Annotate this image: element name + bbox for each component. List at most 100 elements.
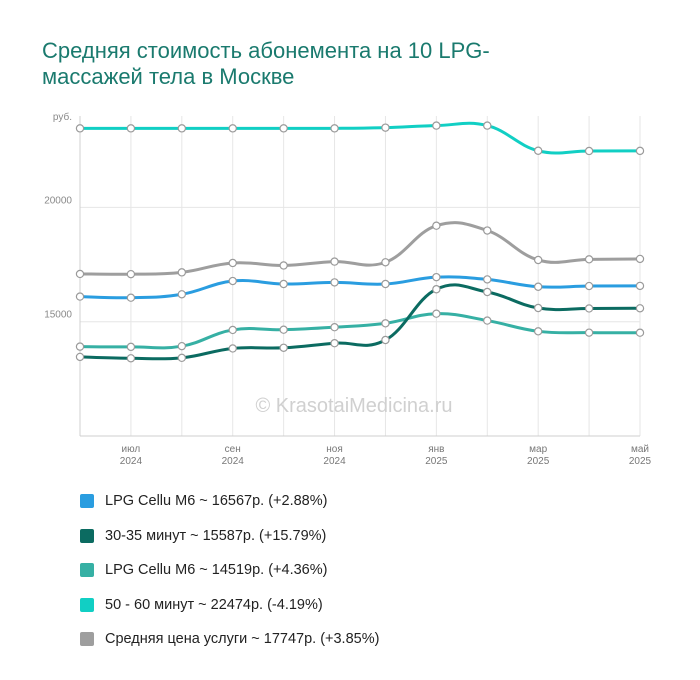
data-point (75, 124, 85, 133)
x-tick-month: мар (529, 444, 547, 455)
data-point (279, 343, 288, 352)
legend-swatch (80, 563, 94, 578)
data-point (126, 124, 136, 133)
data-point (432, 309, 441, 318)
data-point (177, 290, 187, 299)
grid-lines (79, 116, 641, 436)
data-point (228, 325, 237, 335)
legend-item: LPG Cellu M6 ~ 16567р. (+2.88%) (80, 484, 379, 519)
data-point (177, 268, 187, 277)
data-point (381, 123, 390, 132)
x-tick-year: 2025 (425, 456, 448, 467)
data-point (228, 276, 237, 286)
data-point (635, 254, 645, 264)
data-point (432, 272, 441, 282)
data-point (75, 269, 85, 279)
series-line (78, 275, 642, 300)
data-point (279, 124, 288, 133)
y-axis-label: руб. (53, 111, 72, 123)
data-point (75, 292, 85, 301)
data-point (126, 342, 136, 352)
data-point (432, 285, 441, 294)
data-point (584, 328, 594, 337)
chart-title: Средняя стоимость абонемента на 10 LPG-м… (42, 38, 490, 89)
x-tick-year: 2025 (527, 456, 550, 467)
data-point (330, 339, 339, 348)
legend-swatch (80, 632, 94, 647)
data-point (533, 282, 543, 291)
watermark-text: © KrasotaiMedicina.ru (255, 395, 452, 417)
data-point (533, 327, 543, 336)
data-point (330, 124, 339, 133)
data-point (483, 287, 492, 297)
legend: LPG Cellu M6 ~ 16567р. (+2.88%) 30-35 мин… (80, 484, 379, 657)
legend-item: Средняя цена услуги ~ 17747р. (+3.85%) (80, 622, 379, 657)
y-tick-label: 15000 (44, 310, 72, 321)
series-lines (78, 121, 642, 361)
data-point (381, 319, 390, 328)
series-line (78, 312, 642, 350)
legend-swatch (80, 494, 94, 509)
legend-label: 30-35 минут ~ 15587р. (+15.79%) (105, 527, 327, 544)
data-point (483, 316, 492, 325)
data-point (126, 293, 136, 302)
data-point (126, 269, 136, 279)
data-point (381, 258, 390, 267)
legend-item: LPG Cellu M6 ~ 14519р. (+4.36%) (80, 553, 379, 588)
legend-item: 50 - 60 минут ~ 22474р. (-4.19%) (80, 588, 379, 623)
data-point (432, 121, 441, 130)
data-point (228, 258, 237, 268)
legend-swatch (80, 597, 94, 612)
x-tick-month: июл (122, 444, 141, 455)
data-point (533, 303, 543, 313)
data-point (483, 275, 492, 284)
data-point (177, 341, 187, 351)
data-point (533, 255, 543, 265)
data-point (279, 325, 288, 334)
data-point (126, 354, 136, 363)
x-tick-month: сен (225, 444, 241, 455)
x-tick-year: 2024 (222, 456, 245, 467)
data-point (330, 257, 339, 266)
data-point (584, 304, 594, 313)
legend-label: 50 - 60 минут ~ 22474р. (-4.19%) (105, 596, 323, 613)
axes: 2000015000руб.июл2024сен2024ноя2024янв20… (44, 111, 651, 467)
data-point (330, 323, 339, 332)
data-point (584, 255, 594, 264)
series-line (78, 121, 642, 155)
series-points (75, 121, 645, 363)
x-tick-month: ноя (326, 444, 343, 455)
series-line (78, 221, 642, 276)
data-point (483, 121, 492, 130)
x-tick-year: 2025 (629, 456, 652, 467)
legend-item: 30-35 минут ~ 15587р. (+15.79%) (80, 519, 379, 554)
data-point (432, 221, 441, 230)
x-tick-month: май (631, 444, 649, 455)
data-point (177, 353, 187, 363)
legend-label: LPG Cellu M6 ~ 14519р. (+4.36%) (105, 562, 328, 579)
data-point (228, 124, 237, 133)
data-point (584, 146, 594, 156)
data-point (533, 146, 543, 155)
data-point (635, 304, 645, 313)
data-point (279, 279, 288, 289)
data-point (381, 335, 390, 345)
data-point (584, 281, 594, 291)
data-point (635, 328, 645, 337)
data-point (75, 352, 85, 362)
data-point (635, 146, 645, 156)
data-point (75, 342, 85, 351)
x-tick-year: 2024 (120, 456, 143, 467)
x-tick-year: 2024 (323, 456, 346, 467)
y-tick-label: 20000 (44, 195, 72, 206)
x-tick-month: янв (428, 444, 444, 455)
data-point (228, 344, 237, 353)
data-point (635, 281, 645, 291)
line-chart: 2000015000руб.июл2024сен2024ноя2024янв20… (44, 111, 651, 467)
